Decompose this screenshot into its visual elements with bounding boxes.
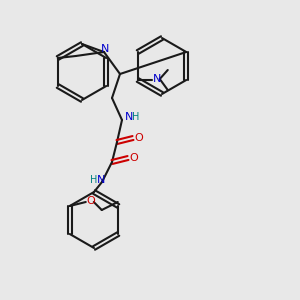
Text: N: N [153,74,161,84]
Text: N: N [101,44,109,54]
Text: H: H [132,112,140,122]
Text: H: H [90,175,98,185]
Text: N: N [125,112,133,122]
Text: O: O [130,153,138,163]
Text: O: O [86,196,95,206]
Text: N: N [97,175,105,185]
Text: O: O [135,133,143,143]
